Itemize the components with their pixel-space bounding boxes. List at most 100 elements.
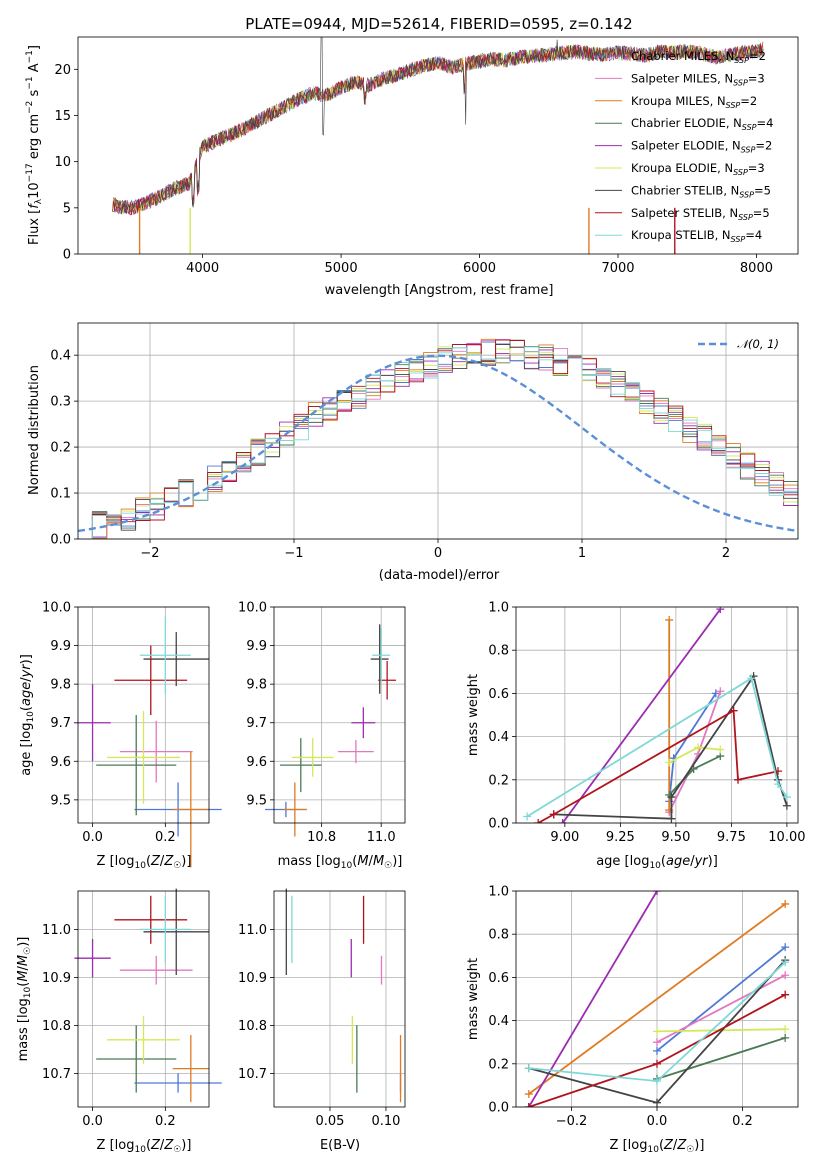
x-tick-label: 7000 bbox=[601, 261, 634, 276]
wage-ylabel: mass weight bbox=[466, 674, 481, 756]
weight-marker bbox=[734, 775, 743, 784]
weight-marker bbox=[524, 1103, 533, 1107]
x-tick-label: 9.75 bbox=[717, 830, 746, 845]
y-tick-label: 0.4 bbox=[488, 730, 509, 745]
weight-marker bbox=[524, 1064, 533, 1073]
spectrum-series bbox=[112, 41, 764, 216]
y-tick-label: 11.0 bbox=[42, 923, 71, 938]
x-tick-label: 4000 bbox=[186, 261, 219, 276]
y-tick-label: 0.4 bbox=[488, 1014, 509, 1029]
x-tick-label: 9.50 bbox=[661, 830, 690, 845]
legend-label: Salpeter MILES, NSSP=3 bbox=[631, 71, 765, 87]
weight-series bbox=[656, 946, 786, 1052]
weight-marker bbox=[665, 615, 674, 624]
weight-marker bbox=[653, 1098, 661, 1107]
weight-marker bbox=[716, 687, 725, 696]
figure-title: PLATE=0944, MJD=52614, FIBERID=0595, z=0… bbox=[245, 15, 632, 33]
weight-marker bbox=[694, 743, 703, 752]
x-tick-label: 0.0 bbox=[82, 830, 103, 845]
y-tick-label: 0.2 bbox=[50, 441, 71, 456]
weight-marker bbox=[729, 706, 738, 715]
legend-label: 𝒩(0, 1) bbox=[737, 337, 779, 351]
weight-marker bbox=[549, 810, 558, 819]
x-tick-label: 6000 bbox=[463, 261, 496, 276]
y-tick-label: 9.7 bbox=[246, 716, 267, 731]
wz-xlabel: Z [log10(Z/Z☉)] bbox=[610, 1138, 705, 1155]
legend-label: Chabrier STELIB, NSSP=5 bbox=[631, 183, 771, 199]
x-tick-label: 0 bbox=[434, 546, 442, 561]
weight-marker bbox=[524, 1090, 533, 1099]
y-tick-label: 0.2 bbox=[488, 1057, 509, 1072]
z-weight-panel: −0.2 0.0 0.2 0.0 0.2 0.4 0.6 0.8 1.0 bbox=[488, 885, 799, 1129]
legend-label: Kroupa STELIB, NSSP=4 bbox=[631, 228, 762, 244]
weight-marker bbox=[653, 1077, 661, 1086]
legend-label: Kroupa ELODIE, NSSP=3 bbox=[631, 161, 765, 177]
weight-marker bbox=[781, 1033, 790, 1042]
weight-series bbox=[656, 1037, 786, 1080]
x-tick-label: 5000 bbox=[325, 261, 358, 276]
weight-marker bbox=[653, 1059, 661, 1068]
wz-ylabel: mass weight bbox=[466, 958, 481, 1040]
weight-marker bbox=[781, 958, 790, 967]
y-tick-label: 1.0 bbox=[488, 601, 509, 616]
spectrum-series bbox=[112, 37, 764, 215]
z-age-panel: 0.0 0.2 9.5 9.6 9.7 9.8 9.9 10.0 bbox=[42, 601, 222, 868]
axes-frame bbox=[515, 606, 799, 824]
y-tick-label: 0.8 bbox=[488, 644, 509, 659]
weight-marker bbox=[782, 801, 791, 810]
legend-label: Salpeter ELODIE, NSSP=2 bbox=[631, 139, 772, 155]
x-tick-label: 0.2 bbox=[732, 1114, 753, 1129]
weight-marker bbox=[665, 758, 674, 767]
y-tick-label: 10 bbox=[54, 155, 71, 170]
x-tick-label: −2 bbox=[140, 546, 159, 561]
zmass-ylabel: mass [log10(M/M☉)] bbox=[16, 937, 33, 1062]
wage-xlabel: age [log10(age/yr)] bbox=[596, 854, 718, 871]
x-tick-label: 2 bbox=[722, 546, 730, 561]
weight-marker bbox=[716, 745, 725, 754]
histogram-xlabel: (data-model)/error bbox=[379, 568, 500, 583]
x-tick-label: 11.0 bbox=[367, 830, 396, 845]
legend-label: Chabrier MILES, NSSP=2 bbox=[631, 49, 766, 65]
emass-xlabel: E(B-V) bbox=[320, 1138, 360, 1153]
axes-frame bbox=[77, 322, 799, 540]
weight-marker bbox=[774, 780, 783, 789]
zage-xlabel: Z [log10(Z/Z☉)] bbox=[97, 854, 192, 871]
weight-marker bbox=[558, 819, 567, 823]
y-tick-label: 15 bbox=[54, 109, 71, 124]
y-tick-label: 0.1 bbox=[50, 487, 71, 502]
y-tick-label: 0.6 bbox=[488, 971, 509, 986]
x-tick-label: 9.25 bbox=[606, 830, 635, 845]
x-tick-label: 0.0 bbox=[647, 1114, 668, 1129]
x-tick-label: 9.00 bbox=[550, 830, 579, 845]
ebv-mass-panel: 0.05 0.10 10.7 10.8 10.9 11.0 bbox=[238, 888, 406, 1129]
legend-label: Chabrier ELODIE, NSSP=4 bbox=[631, 116, 773, 132]
age-weight-panel: 9.00 9.25 9.50 9.75 10.00 0.0 0.2 0.4 0.6 0.8 1.0 bbox=[488, 601, 805, 846]
y-tick-label: 10.7 bbox=[238, 1067, 267, 1082]
z-mass-panel: 0.0 0.2 10.7 10.8 10.9 11.0 bbox=[42, 888, 222, 1129]
x-tick-label: −1 bbox=[284, 546, 303, 561]
spectrum-ylabel: Flux [fλ10−17 erg cm−2 s−1 A−1] bbox=[25, 45, 44, 245]
spectrum-lines bbox=[112, 37, 764, 254]
weight-marker bbox=[523, 812, 532, 821]
axes-frame bbox=[77, 36, 799, 255]
y-tick-label: 9.5 bbox=[246, 793, 267, 808]
weight-marker bbox=[653, 1027, 661, 1036]
weight-lines bbox=[523, 607, 791, 823]
weight-marker bbox=[781, 990, 790, 999]
weight-marker bbox=[653, 1038, 661, 1047]
y-tick-label: 10.9 bbox=[42, 971, 71, 986]
weight-marker bbox=[782, 793, 791, 802]
zmass-xlabel: Z [log10(Z/Z☉)] bbox=[97, 1138, 192, 1155]
x-tick-label: 1 bbox=[578, 546, 586, 561]
x-tick-label: 0.2 bbox=[155, 1114, 176, 1129]
weight-marker bbox=[781, 1025, 790, 1034]
weight-marker bbox=[667, 814, 676, 823]
axes-frame bbox=[273, 890, 406, 1108]
x-tick-label: 0.05 bbox=[316, 1114, 345, 1129]
weight-marker bbox=[781, 971, 790, 980]
y-tick-label: 10.0 bbox=[42, 601, 71, 616]
weight-series bbox=[528, 903, 786, 1095]
y-tick-label: 0.0 bbox=[488, 817, 509, 832]
mass-age-panel: 10.8 11.0 9.5 9.6 9.7 9.8 9.9 10.0 bbox=[238, 601, 406, 845]
